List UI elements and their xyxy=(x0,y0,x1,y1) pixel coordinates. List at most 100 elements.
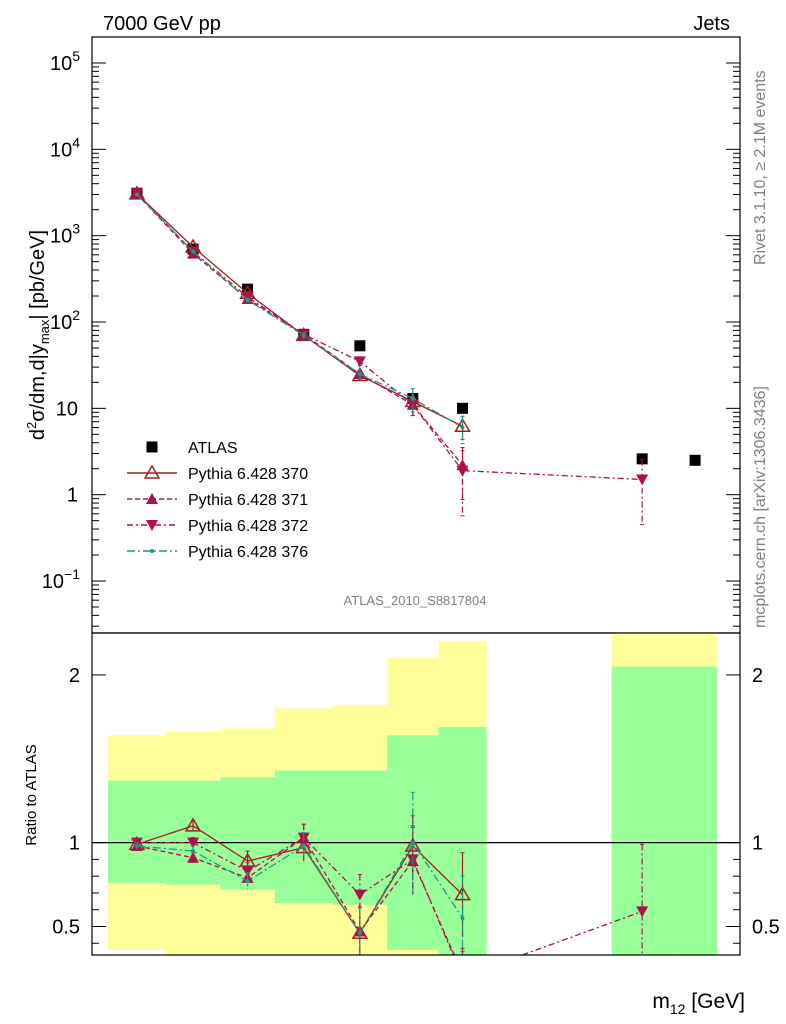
ratio-line-p372 xyxy=(136,836,643,955)
ratio-band-inner xyxy=(672,666,718,955)
ratio-point-p370 xyxy=(404,837,422,852)
main-y-tick-label: 104 xyxy=(50,134,80,161)
atlas-point xyxy=(689,454,701,466)
legend-label-p371: Pythia 6.428 371 xyxy=(188,492,308,509)
ratio-panel-frame xyxy=(91,632,741,956)
atlas-point xyxy=(636,453,648,465)
ratio-point-p376 xyxy=(460,916,465,921)
point-p372 xyxy=(456,465,469,477)
tick-base: 10 xyxy=(42,571,64,593)
tick-base: 10 xyxy=(50,312,72,334)
ratio-point-p372 xyxy=(241,866,254,878)
main-y-tick-label: 10−1 xyxy=(42,566,80,593)
legend-marker-atlas xyxy=(146,441,158,453)
ratio-y-tick-label-right: 0.5 xyxy=(752,916,780,938)
ylabel-body: σ/dm,d|y xyxy=(27,344,49,422)
legend-label-p372: Pythia 6.428 372 xyxy=(188,518,308,535)
tick-base: 10 xyxy=(56,398,78,420)
ylabel-sup: 2 xyxy=(24,422,39,429)
ratio-band-inner xyxy=(165,780,221,885)
main-y-tick-label: 103 xyxy=(50,221,80,248)
main-series-group xyxy=(128,185,701,526)
main-y-tick-label: 102 xyxy=(50,307,80,334)
ylabel-tail: | [pb/GeV] xyxy=(27,230,49,320)
point-p376 xyxy=(301,333,306,338)
series-line-p372 xyxy=(136,192,643,481)
ratio-y-tick-label: 2 xyxy=(69,665,80,687)
point-p370 xyxy=(454,417,471,433)
ratio-point-p376 xyxy=(245,879,250,884)
ratio-point-p376 xyxy=(134,843,139,848)
ratio-y-tick-label: 0.5 xyxy=(52,916,80,938)
legend: ATLAS Pythia 6.428 370 Pythia 6.428 371 Pyt… xyxy=(127,440,308,561)
atlas-point xyxy=(457,402,469,414)
ylabel-sub: max xyxy=(37,319,52,344)
ratio-point-p376 xyxy=(191,849,196,854)
ratio-y-tick-label-right: 1 xyxy=(752,833,763,855)
point-p370 xyxy=(295,326,313,342)
ratio-point-p376 xyxy=(301,843,306,848)
xlabel-sub: 12 xyxy=(670,1001,686,1017)
x-axis-label: m12 [GeV] xyxy=(652,990,745,1017)
point-p372 xyxy=(353,356,366,368)
ratio-point-p372 xyxy=(636,906,649,918)
legend-marker-p376 xyxy=(150,549,154,553)
point-p376 xyxy=(357,371,362,376)
ylabel-d: d xyxy=(27,429,49,440)
point-p376 xyxy=(460,425,465,430)
series-p376 xyxy=(134,192,465,445)
tick-base: 10 xyxy=(50,139,72,161)
tick-exp: 2 xyxy=(72,307,80,323)
tick-base: 1 xyxy=(67,485,78,507)
point-p376 xyxy=(191,249,196,254)
ratio-point-p370 xyxy=(184,817,202,832)
analysis-label: ATLAS_2010_S8817804 xyxy=(344,593,487,608)
legend-label-p376: Pythia 6.428 376 xyxy=(188,544,308,561)
ratio-y-tick-label: 1 xyxy=(69,833,80,855)
tick-exp: 4 xyxy=(72,134,80,150)
tick-exp: 5 xyxy=(72,48,80,64)
legend-label-atlas: ATLAS xyxy=(188,440,238,457)
ratio-y-axis-label: Ratio to ATLAS xyxy=(23,744,40,845)
tick-exp: −1 xyxy=(64,566,80,582)
ratio-series-group xyxy=(128,791,649,955)
series-line-p370 xyxy=(136,193,463,427)
point-p376 xyxy=(410,396,415,401)
main-y-axis-label: d2σ/dm,d|ymax| [pb/GeV] xyxy=(24,230,52,440)
tick-base: 10 xyxy=(50,53,72,75)
point-p372 xyxy=(241,291,254,303)
point-p376 xyxy=(134,192,139,197)
main-y-tick-label: 10 xyxy=(56,398,78,420)
point-p376 xyxy=(245,297,250,302)
legend-marker-p370 xyxy=(143,464,161,479)
ratio-point-p372 xyxy=(187,837,200,849)
atlas-point xyxy=(242,283,254,295)
series-p371 xyxy=(130,188,469,500)
main-y-tick-label: 105 xyxy=(50,48,80,75)
tick-base: 10 xyxy=(50,226,72,248)
header-right: Jets xyxy=(693,13,730,35)
series-line-p376 xyxy=(136,194,463,429)
ratio-point-p376 xyxy=(357,931,362,936)
ratio-series-p376 xyxy=(134,791,465,955)
ratio-y-tick-label-right: 2 xyxy=(752,665,763,687)
ratio-point-p372 xyxy=(353,889,366,901)
ratio-point-p371 xyxy=(187,851,200,863)
ratio-band-inner xyxy=(108,780,166,883)
xlabel-m: m xyxy=(652,990,670,1013)
main-y-tick-label: 1 xyxy=(67,485,78,507)
legend-marker-p372 xyxy=(146,520,158,531)
xlabel-tail: [GeV] xyxy=(685,990,745,1013)
side-label-rivet: Rivet 3.1.10, ≥ 2.1M events xyxy=(752,70,769,265)
ratio-y-axis: 0.5 0.5 1 1 2 2 xyxy=(52,665,780,944)
ratio-point-p376 xyxy=(410,840,415,845)
atlas-point xyxy=(354,340,366,352)
legend-marker-p371 xyxy=(146,493,158,504)
tick-exp: 3 xyxy=(72,221,80,237)
side-label-mcplots: mcplots.cern.ch [arXiv:1306.3436] xyxy=(752,386,769,628)
legend-label-p370: Pythia 6.428 370 xyxy=(188,466,308,483)
header-left: 7000 GeV pp xyxy=(103,13,221,35)
point-p372 xyxy=(636,474,649,486)
